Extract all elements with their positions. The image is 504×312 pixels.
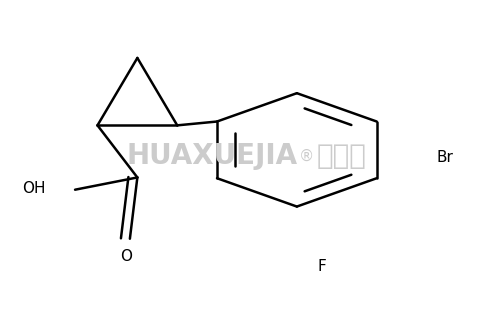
Text: HUAXUEJIA: HUAXUEJIA — [127, 142, 298, 170]
Text: O: O — [120, 250, 133, 265]
Text: F: F — [318, 259, 326, 274]
Text: ®: ® — [299, 149, 314, 163]
Text: OH: OH — [22, 181, 45, 196]
Text: 化学加: 化学加 — [317, 142, 367, 170]
Text: Br: Br — [436, 150, 453, 165]
